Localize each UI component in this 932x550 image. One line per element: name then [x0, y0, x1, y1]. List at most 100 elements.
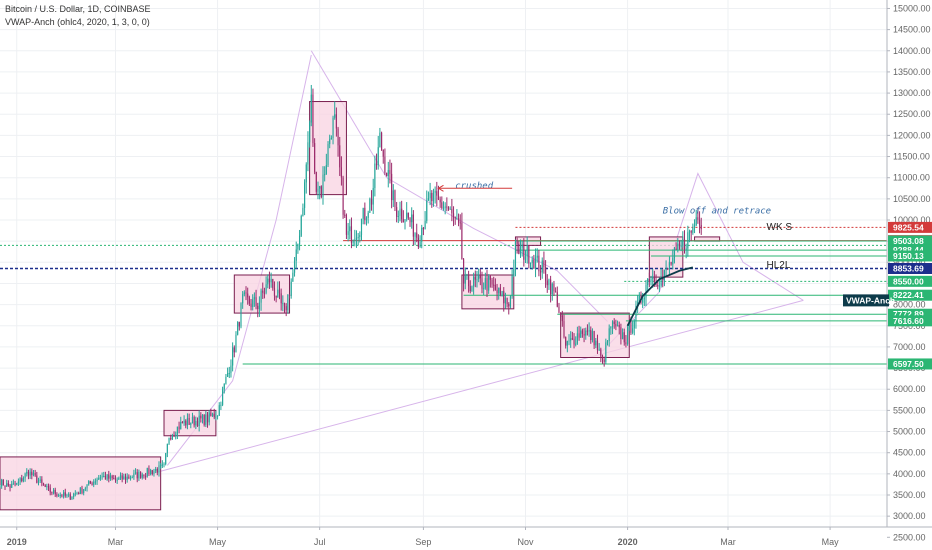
- candle-body: [529, 262, 532, 264]
- candle-body: [494, 285, 496, 290]
- candle-body: [479, 275, 481, 279]
- candle-body: [131, 477, 133, 479]
- candle-body: [198, 415, 200, 427]
- candle-body: [0, 486, 1, 488]
- candle-body: [632, 328, 634, 333]
- candle-body: [637, 302, 639, 306]
- chart-annotation: Blow off and retrace: [663, 207, 771, 217]
- candle-body: [64, 492, 66, 496]
- candle-body: [441, 202, 443, 209]
- chart-label: HL2L: [767, 260, 791, 271]
- candle-body: [288, 294, 291, 296]
- candle-body: [566, 341, 568, 346]
- price-tag-label: 7772.89: [893, 309, 924, 319]
- candle-body: [382, 149, 384, 157]
- candle-body: [329, 139, 331, 145]
- candle-body: [621, 332, 624, 340]
- candle-body: [255, 297, 257, 306]
- price-tag-label: 6597.50: [893, 359, 924, 369]
- candle-body: [243, 292, 245, 295]
- y-tick-label: 4500.00: [893, 448, 926, 458]
- candle-body: [180, 422, 182, 430]
- candle-body: [205, 414, 207, 425]
- candle-body: [161, 464, 163, 466]
- candle-body: [682, 239, 684, 246]
- candle-body: [238, 322, 240, 327]
- candle-body: [496, 289, 498, 294]
- candle-body: [672, 257, 674, 265]
- candle-body: [556, 292, 558, 307]
- candle-body: [129, 478, 132, 480]
- candle-body: [402, 219, 404, 223]
- x-tick-label: May: [822, 537, 840, 547]
- candle-body: [362, 207, 364, 219]
- candle-body: [667, 268, 669, 270]
- candle-body: [213, 413, 215, 418]
- candle-body: [389, 170, 391, 174]
- candle-body: [573, 338, 575, 345]
- candle-body: [29, 471, 31, 476]
- candle-body: [78, 493, 80, 495]
- candle-body: [282, 303, 284, 305]
- candle-body: [201, 414, 204, 419]
- candle-body: [645, 285, 647, 298]
- trendline: [166, 54, 312, 466]
- candle-body: [270, 278, 272, 283]
- candle-body: [98, 477, 100, 480]
- candle-body: [653, 276, 655, 282]
- price-tag-label: 9150.13: [893, 251, 924, 261]
- candle-body: [47, 486, 50, 488]
- candle-body: [618, 325, 620, 328]
- candle-body: [37, 481, 40, 483]
- candle-body: [113, 478, 115, 480]
- candle-body: [658, 285, 660, 287]
- candle-body: [628, 322, 630, 328]
- candle-body: [355, 237, 358, 240]
- y-tick-label: 7000.00: [893, 342, 926, 352]
- y-tick-label: 9000.00: [893, 257, 926, 267]
- candle-body: [300, 216, 302, 236]
- candle-body: [216, 415, 219, 417]
- candle-body: [93, 481, 95, 485]
- candle-body: [462, 259, 465, 284]
- candle-body: [616, 325, 619, 327]
- candle-body: [429, 192, 431, 199]
- candle-body: [401, 208, 403, 220]
- y-tick-label: 13000.00: [893, 88, 931, 98]
- candle-body: [225, 376, 227, 384]
- candle-body: [146, 468, 148, 477]
- candle-body: [312, 94, 314, 144]
- candle-body: [233, 347, 235, 353]
- vwap-line: [626, 266, 694, 327]
- candle-body: [493, 284, 495, 286]
- candle-body: [601, 356, 604, 360]
- indicator-legend[interactable]: VWAP-Anch (ohlc4, 2020, 1, 3, 0, 0): [5, 17, 150, 27]
- price-tag-label: 8222.41: [893, 290, 924, 300]
- candle-body: [248, 297, 250, 304]
- candle-body: [320, 186, 322, 198]
- candle-body: [476, 279, 478, 281]
- trendline: [602, 172, 804, 352]
- candle-body: [668, 261, 671, 269]
- candle-body: [145, 476, 147, 478]
- candle-body: [138, 472, 140, 479]
- candle-body: [163, 464, 165, 466]
- candle-body: [298, 235, 301, 245]
- candle-body: [611, 321, 614, 327]
- candle-body: [101, 476, 103, 478]
- candle-body: [481, 278, 483, 289]
- candle-body: [158, 465, 160, 473]
- candle-body: [319, 186, 321, 189]
- candle-body: [635, 305, 637, 322]
- candle-body: [526, 245, 528, 257]
- candle-body: [332, 117, 334, 138]
- candle-body: [558, 306, 560, 313]
- candle-body: [278, 289, 281, 294]
- candle-body: [116, 479, 118, 481]
- candle-body: [593, 331, 595, 346]
- candle-body: [285, 306, 287, 311]
- candle-body: [324, 174, 326, 176]
- candle-body: [186, 418, 189, 426]
